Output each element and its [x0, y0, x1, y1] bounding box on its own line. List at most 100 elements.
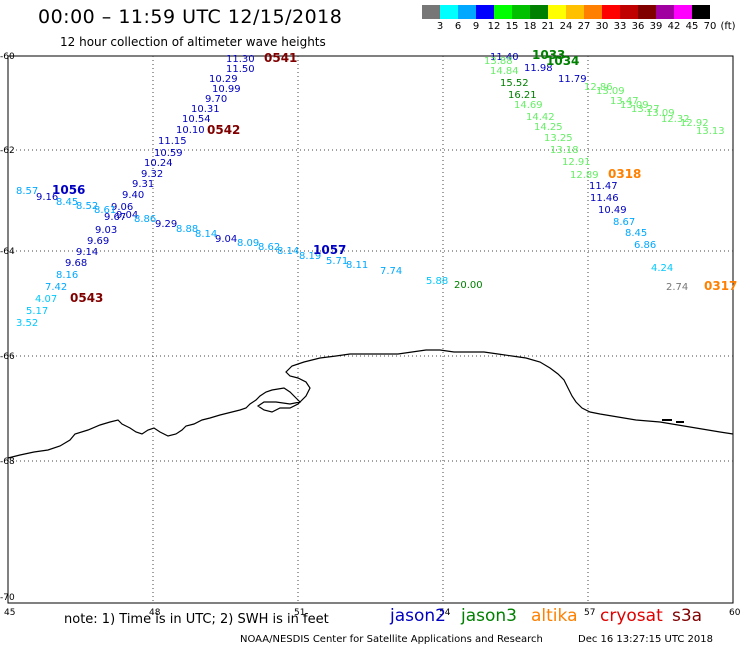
swh-value: 6.86	[634, 240, 656, 251]
map-title: 00:00 – 11:59 UTC 12/15/2018	[38, 6, 343, 28]
scale-swatch	[566, 5, 584, 19]
scale-swatch	[674, 5, 692, 19]
swh-value: 10.59	[154, 148, 183, 159]
swh-value: 9.16	[36, 192, 58, 203]
swh-value: 14.25	[534, 122, 563, 133]
map-subtitle: 12 hour collection of altimeter wave hei…	[60, 35, 326, 49]
swh-value: 12.89	[570, 170, 599, 181]
satellite-name: s3a	[672, 606, 703, 626]
pass-time-label: 0542	[207, 123, 240, 137]
swh-value: 9.68	[65, 258, 87, 269]
scale-swatch	[620, 5, 638, 19]
scale-label: 27	[577, 21, 591, 32]
swh-value: 8.86	[134, 214, 156, 225]
swh-value: 9.14	[76, 247, 98, 258]
swh-value: 11.15	[158, 136, 187, 147]
swh-value: 11.30	[226, 54, 255, 65]
scale-label: 9	[472, 21, 480, 32]
pass-time-label: 0318	[608, 167, 641, 181]
scale-swatch	[422, 5, 440, 19]
scale-label: (ft)	[720, 21, 736, 32]
scale-label: 36	[631, 21, 645, 32]
scale-swatch	[548, 5, 566, 19]
pass-time-label: 0543	[70, 291, 103, 305]
swh-value: 3.52	[16, 318, 38, 329]
swh-value: 12.92	[680, 118, 709, 129]
lat-tick-label: -64	[0, 247, 15, 257]
swh-value: 20.00	[454, 280, 483, 291]
swh-value: 9.32	[141, 169, 163, 180]
swh-value: 13.47	[610, 96, 639, 107]
swh-value: 10.29	[209, 74, 238, 85]
swh-value: 9.70	[205, 94, 227, 105]
swh-value: 13.09	[620, 100, 649, 111]
swh-value: 13.27	[631, 104, 660, 115]
color-swatches	[422, 5, 710, 19]
swh-value: 11.40	[490, 52, 519, 63]
scale-label: 70	[703, 21, 717, 32]
swh-value: 14.42	[526, 112, 555, 123]
scale-labels: 3 6 9 12 15 18 21 24 27 30 33 36 39 42 45 70 (ft)	[422, 19, 736, 33]
wave-height-color-scale: 3 6 9 12 15 18 21 24 27 30 33 36 39 42 45 70 (ft)	[422, 5, 736, 33]
scale-label: 12	[487, 21, 501, 32]
scale-label: 45	[685, 21, 699, 32]
swh-value: 11.50	[226, 64, 255, 75]
scale-swatch	[458, 5, 476, 19]
scale-swatch	[692, 5, 710, 19]
swh-value: 8.45	[625, 228, 647, 239]
swh-value: 9.04	[116, 210, 138, 221]
swh-value: 9.03	[95, 225, 117, 236]
swh-value: 8.14	[195, 229, 217, 240]
scale-label: 15	[505, 21, 519, 32]
coastline	[7, 349, 734, 459]
swh-value: 5.88	[426, 276, 448, 287]
swh-value: 11.46	[590, 193, 619, 204]
lat-tick-label: -62	[0, 146, 15, 156]
swh-value: 10.24	[144, 158, 173, 169]
lon-tick-label: 57	[584, 608, 595, 618]
axis-labels: -60 -62 -64 -66 -68 -70 45 48 51 54 57 60	[0, 52, 740, 618]
swh-value: 13.13	[696, 126, 725, 137]
scale-swatch	[512, 5, 530, 19]
swh-value: 14.84	[490, 66, 519, 77]
swh-value: 14.69	[514, 100, 543, 111]
swh-value: 8.67	[613, 217, 635, 228]
swh-value: 15.52	[500, 78, 529, 89]
lon-tick-label: 54	[439, 608, 451, 618]
swh-value: 9.67	[104, 212, 126, 223]
scale-swatch	[584, 5, 602, 19]
scale-swatch	[530, 5, 548, 19]
swh-value: 13.09	[646, 108, 675, 119]
swh-value: 8.62	[258, 242, 280, 253]
swh-value: 10.49	[598, 205, 627, 216]
swh-value: 9.31	[132, 179, 154, 190]
swh-value: 10.31	[191, 104, 220, 115]
swh-value: 9.06	[111, 202, 133, 213]
lat-tick-label: -68	[0, 457, 15, 467]
swh-value: 11.47	[589, 181, 618, 192]
swh-value: 9.40	[122, 190, 144, 201]
swh-value: 8.88	[176, 224, 198, 235]
swh-value: 13.09	[596, 86, 625, 97]
scale-label: 18	[523, 21, 537, 32]
swh-value: 8.61	[94, 205, 116, 216]
swh-value: 8.52	[76, 201, 98, 212]
swh-value: 8.45	[56, 197, 78, 208]
scale-label: 39	[649, 21, 663, 32]
swh-value: 11.79	[558, 74, 587, 85]
pass-time-label: 1057	[313, 243, 346, 257]
swh-value: 12.86	[584, 82, 613, 93]
swh-value: 12.91	[562, 157, 591, 168]
scale-swatch	[476, 5, 494, 19]
swh-value: 5.71	[326, 256, 348, 267]
pass-time-label: 0317	[704, 279, 737, 293]
swh-value: 9.04	[215, 234, 237, 245]
swh-value: 16.21	[508, 90, 537, 101]
swh-value: 8.11	[346, 260, 368, 271]
scale-label: 33	[613, 21, 627, 32]
lon-tick-label: 45	[4, 608, 15, 618]
scale-label: 6	[454, 21, 462, 32]
swh-value: 2.74	[666, 282, 688, 293]
graticule	[8, 56, 733, 603]
